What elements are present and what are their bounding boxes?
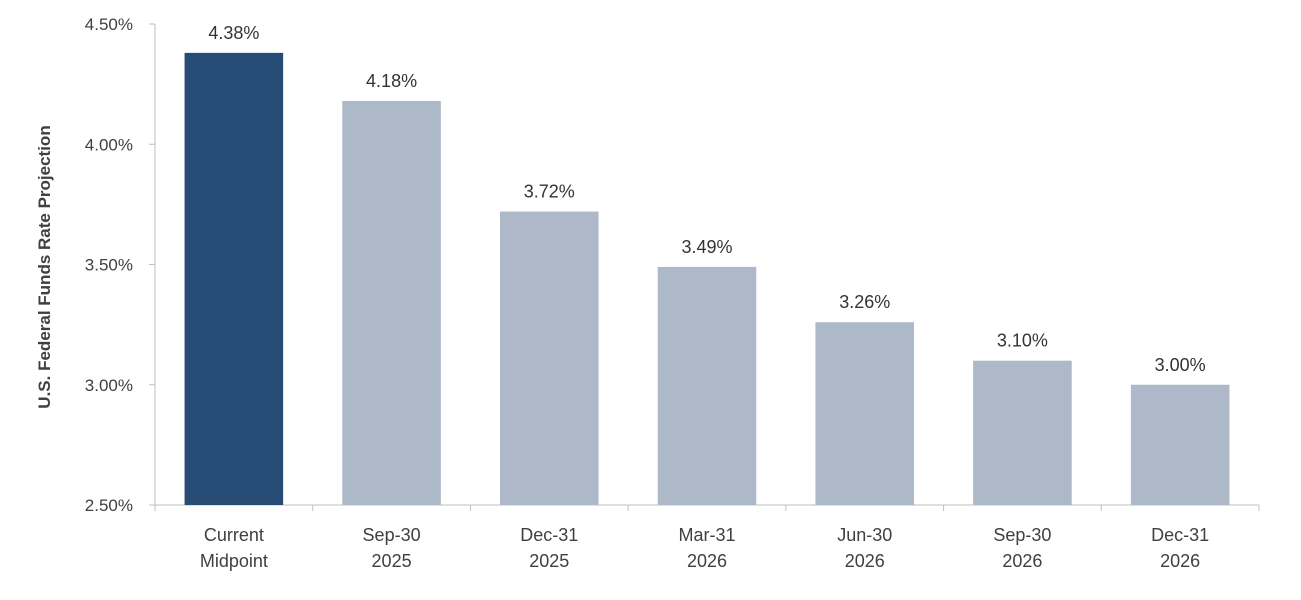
- bar: [973, 360, 1072, 505]
- category-label: Dec-31 2026: [1151, 525, 1209, 571]
- y-tick-label: 4.00%: [85, 135, 133, 154]
- category-label: Current Midpoint: [200, 525, 268, 571]
- x-axis-ticks: [154, 505, 1260, 511]
- data-label: 4.38%: [208, 23, 259, 43]
- bar: [342, 100, 441, 506]
- bars: [184, 52, 1230, 506]
- bar: [184, 52, 284, 506]
- category-label: Jun-30 2026: [837, 525, 892, 571]
- y-axis-ticks: 2.50% 3.00% 3.50% 4.00% 4.50%: [85, 15, 155, 515]
- category-label: Mar-31 2026: [678, 525, 735, 571]
- y-tick-label: 4.50%: [85, 15, 133, 34]
- category-labels: Current Midpoint Sep-30 2025 Dec-31 2025 Mar-3…: [200, 525, 1209, 571]
- data-label: 3.72%: [524, 182, 575, 202]
- y-tick-label: 3.50%: [85, 256, 133, 275]
- data-labels: 4.38% 4.18% 3.72% 3.49% 3.26% 3.10% 3.00%: [208, 23, 1205, 375]
- y-tick-label: 2.50%: [85, 496, 133, 515]
- y-axis-title: U.S. Federal Funds Rate Projection: [35, 125, 54, 408]
- data-label: 3.26%: [839, 292, 890, 312]
- bar: [815, 322, 914, 505]
- data-label: 3.00%: [1155, 355, 1206, 375]
- data-label: 4.18%: [366, 71, 417, 91]
- category-label: Sep-30 2025: [363, 525, 421, 571]
- y-tick-label: 3.00%: [85, 376, 133, 395]
- category-label: Sep-30 2026: [993, 525, 1051, 571]
- bar: [657, 266, 757, 505]
- bar: [500, 211, 599, 505]
- data-label: 3.49%: [681, 237, 732, 257]
- data-label: 3.10%: [997, 331, 1048, 351]
- category-label: Dec-31 2025: [520, 525, 578, 571]
- bar: [1130, 384, 1230, 505]
